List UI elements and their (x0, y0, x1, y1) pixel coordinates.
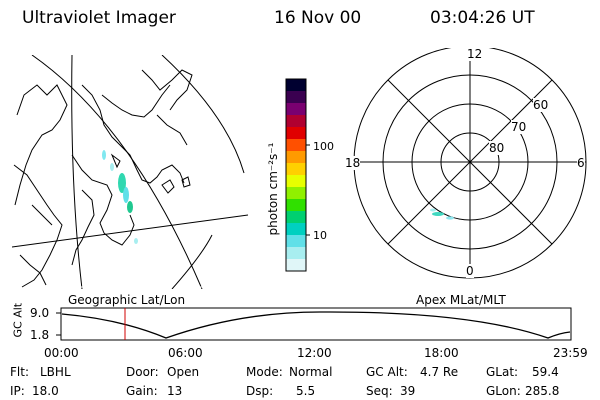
mode-value: Normal (289, 365, 333, 379)
polar-label-18: 18 (345, 156, 361, 170)
polar-lat-70: 70 (511, 120, 527, 134)
door-label: Door: (126, 365, 159, 379)
altitude-ylabel: GC Alt (11, 302, 25, 338)
colorbar-unit-label: photon cm⁻²s⁻¹ (266, 142, 280, 236)
colorbar-cell (286, 151, 306, 164)
seq-label: Seq: (366, 384, 393, 398)
seq-value: 39 (400, 384, 416, 398)
flt-label: Flt: (10, 365, 29, 379)
altitude-xtick-4: 23:59 (553, 346, 588, 360)
door-value: Open (167, 365, 200, 379)
colorbar-cell (286, 259, 306, 272)
colorbar-cell (286, 139, 306, 152)
glat-label: GLat: (486, 365, 519, 379)
altitude-xtick-3: 18:00 (424, 346, 459, 360)
colorbar-tick-10: 10 (313, 229, 327, 242)
page-title: Ultraviolet Imager (22, 8, 176, 28)
gcalt-value: 4.7 Re (420, 365, 459, 379)
altitude-ytick-bottom: 1.8 (30, 328, 50, 342)
polar-lat-60: 60 (533, 98, 549, 112)
polar-label-6: 6 (577, 156, 585, 170)
colorbar-cell (286, 211, 306, 224)
polar-label-12: 12 (467, 47, 483, 61)
polar-plot (353, 48, 587, 279)
dsp-label: Dsp: (246, 384, 274, 398)
polar-caption: Apex MLat/MLT (416, 293, 506, 307)
polar-lat-80: 80 (489, 141, 505, 155)
colorbar-cell (286, 187, 306, 200)
gain-value: 13 (167, 384, 183, 398)
colorbar-cell (286, 235, 306, 248)
colorbar-cell (286, 163, 306, 176)
time-label: 03:04:26 UT (430, 8, 535, 28)
ip-label: IP: (10, 384, 25, 398)
colorbar-cell (286, 91, 306, 104)
colorbar-cell (286, 127, 306, 140)
glon-label: GLon: (486, 384, 521, 398)
altitude-xtick-1: 06:00 (168, 346, 203, 360)
colorbar-cell (286, 115, 306, 128)
glon-value: 285.8 (525, 384, 560, 398)
geographic-caption: Geographic Lat/Lon (68, 293, 186, 307)
altitude-xtick-2: 12:00 (297, 346, 332, 360)
colorbar-cell (286, 223, 306, 236)
glat-value: 59.4 (532, 365, 559, 379)
gain-label: Gain: (126, 384, 158, 398)
colorbar-cell (286, 103, 306, 116)
date-label: 16 Nov 00 (274, 8, 362, 28)
altitude-xtick-0: 00:00 (44, 346, 79, 360)
colorbar (285, 78, 310, 272)
altitude-ytick-top: 9.0 (30, 306, 50, 320)
colorbar-cell (286, 175, 306, 188)
polar-label-0: 0 (466, 264, 474, 278)
colorbar-tick-100: 100 (313, 140, 334, 153)
colorbar-cell (286, 199, 306, 212)
colorbar-cell (286, 247, 306, 260)
mode-label: Mode: (246, 365, 283, 379)
flt-value: LBHL (40, 365, 71, 379)
dsp-value: 5.5 (296, 384, 316, 398)
gcalt-label: GC Alt: (366, 365, 408, 379)
geographic-map (12, 55, 260, 289)
ip-value: 18.0 (32, 384, 59, 398)
colorbar-cell (286, 79, 306, 92)
altitude-plot (56, 307, 572, 341)
